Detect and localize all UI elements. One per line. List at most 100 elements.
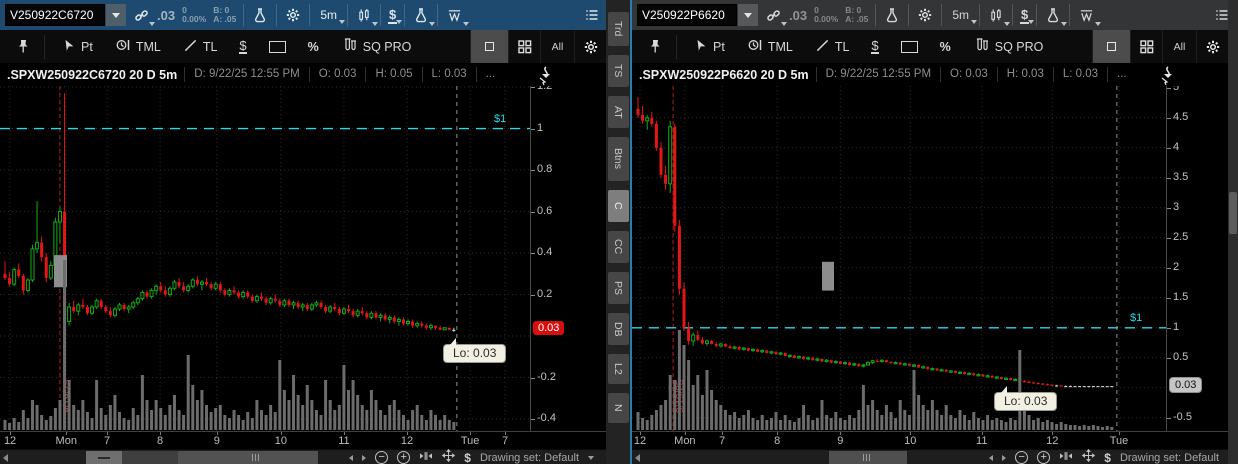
x-axis-label: 12 [1046, 435, 1059, 447]
zoom-in-button[interactable]: + [397, 451, 411, 464]
drawing-set-status[interactable]: Drawing set: Default [479, 451, 579, 464]
header-more[interactable]: ... [475, 67, 505, 82]
layout-gear-button[interactable] [1196, 30, 1228, 63]
x-axis-label: 7 [502, 435, 509, 447]
expand-horizontal-icon[interactable] [419, 449, 433, 464]
scroll-left-arrow-icon[interactable] [635, 454, 640, 462]
timeframe-button[interactable]: 5m [317, 8, 345, 24]
grid-view-button[interactable] [508, 30, 540, 63]
time-axis[interactable]: 12 Mon 7 8 9 10 11 12 Tue 7 [0, 431, 606, 449]
symbol-dropdown-button[interactable] [738, 4, 758, 26]
chart-type-icon[interactable] [987, 7, 1011, 26]
zoom-in-button[interactable]: + [1037, 451, 1051, 464]
y-axis-tick [1167, 417, 1171, 419]
sidebar-tab-btns[interactable]: Btns [607, 137, 629, 181]
pointer-tool[interactable]: Pt [683, 30, 736, 63]
rectangle-tool[interactable] [890, 30, 929, 63]
header-more[interactable]: ... [1107, 67, 1136, 82]
divider [44, 34, 45, 59]
all-view-button[interactable]: All [540, 30, 574, 63]
menu-list-icon[interactable] [583, 6, 601, 24]
dollar-scale-icon[interactable]: $ [1104, 450, 1111, 464]
y-axis-label: 3.5 [1173, 170, 1189, 183]
pan-crosshair-icon[interactable] [442, 448, 456, 464]
rectangle-tool[interactable] [258, 30, 297, 63]
strategy-w-icon[interactable] [1077, 7, 1102, 26]
sidebar-tab-ps[interactable]: PS [607, 272, 629, 304]
menu-list-icon[interactable] [1213, 6, 1228, 24]
scroll-thumb[interactable] [178, 451, 318, 464]
percent-tool[interactable]: % [939, 39, 951, 54]
sidebar-tab-n[interactable]: N [607, 393, 629, 423]
link-icon[interactable] [765, 7, 787, 26]
trendline-tool[interactable]: TL [804, 30, 861, 63]
chart-header: .SPXW250922P6620 20 D 5m D: 9/22/25 12:5… [632, 63, 1228, 86]
strategy-w-icon[interactable] [445, 7, 470, 26]
price-chart[interactable]: 9/19/25 $1 Lo: 0.03 [0, 86, 530, 431]
x-axis-tick [505, 432, 507, 435]
chart-type-icon[interactable] [355, 7, 379, 26]
sqpro-tool[interactable]: SQ PRO [330, 30, 423, 63]
price-level-tool[interactable]: $ [860, 30, 889, 63]
scroll-handle[interactable] [86, 451, 122, 464]
percent-tool[interactable]: % [307, 39, 319, 54]
pointer-label: Pt [81, 39, 93, 54]
layout-gear-button[interactable] [574, 30, 606, 63]
dollar-axis-button[interactable]: $ [1020, 6, 1035, 24]
h-scrollbar[interactable]: − + $ Drawing set: Default [0, 448, 606, 464]
gear-icon[interactable] [284, 6, 302, 24]
drawing-set-status[interactable]: Drawing set: Default [1119, 451, 1219, 464]
gear-icon[interactable] [916, 6, 934, 24]
zoom-out-button[interactable]: − [375, 451, 389, 464]
slash-icon [815, 38, 830, 56]
symbol-dropdown-button[interactable] [106, 4, 126, 26]
pan-crosshair-icon[interactable] [1082, 448, 1096, 464]
pan-right-icon[interactable] [1002, 454, 1007, 461]
all-view-button[interactable]: All [1162, 30, 1196, 63]
single-view-button[interactable] [1092, 30, 1130, 63]
vertical-scrollbar[interactable] [1228, 0, 1238, 464]
price-level-tool[interactable]: $ [228, 30, 257, 63]
pan-left-icon[interactable] [349, 454, 354, 461]
flask-icon[interactable] [883, 6, 901, 24]
sidebar-tab-db[interactable]: DB [607, 313, 629, 345]
trendline-tool[interactable]: TL [172, 30, 229, 63]
cursor-mode-icon[interactable] [1158, 66, 1176, 89]
flask-icon[interactable] [251, 6, 269, 24]
timeline-tool[interactable]: TML [736, 30, 804, 63]
divider [276, 4, 278, 26]
pan-right-icon[interactable] [362, 454, 367, 461]
sidebar-tab-at[interactable]: AT [607, 96, 629, 128]
dollar-scale-icon[interactable]: $ [464, 450, 471, 464]
expand-horizontal-icon[interactable] [1059, 449, 1073, 464]
pin-icon[interactable] [8, 39, 38, 55]
price-axis[interactable]: 1.2 1 0.8 0.6 0.4 0.2 -0.2 -0.4 0.03 [530, 86, 606, 431]
sidebar-tab-ts[interactable]: TS [607, 55, 629, 87]
dollar-axis-button[interactable]: $ [388, 6, 403, 24]
sidebar-tab-l2[interactable]: L2 [607, 354, 629, 384]
pin-icon[interactable] [640, 39, 670, 55]
scroll-left-arrow-icon[interactable] [3, 454, 8, 462]
pan-left-icon[interactable] [989, 454, 994, 461]
timeline-tool[interactable]: TML [104, 30, 172, 63]
price-axis[interactable]: 5 4.5 4 3.5 3 2.5 2 1.5 1 0.5 -0.5 0.03 [1166, 86, 1228, 431]
zoom-out-button[interactable]: − [1015, 451, 1029, 464]
symbol-input[interactable] [637, 4, 737, 26]
sidebar-tab-c[interactable]: C [607, 190, 629, 222]
symbol-input[interactable] [5, 4, 105, 26]
flask2-icon[interactable] [412, 6, 436, 26]
pointer-tool[interactable]: Pt [51, 30, 104, 63]
timeframe-button[interactable]: 5m [949, 8, 977, 24]
h-scrollbar[interactable]: − + $ Drawing set: Default [632, 448, 1228, 464]
time-axis[interactable]: 12 Mon 7 8 9 10 11 12 Tue [632, 431, 1228, 449]
link-icon[interactable] [133, 7, 155, 26]
vertical-scroll-thumb[interactable] [1229, 192, 1237, 234]
sidebar-tab-cc[interactable]: CC [607, 231, 629, 263]
sidebar-tab-trd[interactable]: Trd [607, 12, 629, 46]
flask2-icon[interactable] [1044, 6, 1068, 26]
grid-view-button[interactable] [1130, 30, 1162, 63]
single-view-button[interactable] [470, 30, 508, 63]
price-chart[interactable]: 9/19/25 $1 Lo: 0.03 [632, 86, 1166, 431]
cursor-mode-icon[interactable] [536, 66, 554, 89]
sqpro-tool[interactable]: SQ PRO [962, 30, 1055, 63]
